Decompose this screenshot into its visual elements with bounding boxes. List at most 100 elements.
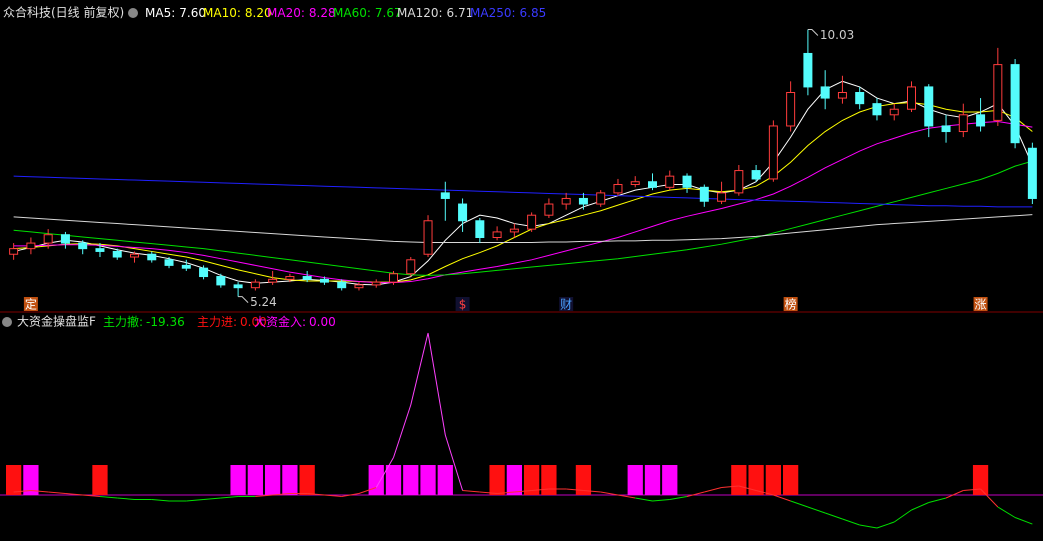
candle-body — [682, 175, 692, 188]
ma-line — [13, 175, 1033, 208]
event-label: 榜 — [785, 297, 797, 312]
event-badge — [973, 297, 988, 311]
candle-body — [561, 197, 571, 205]
legend-entry: 大资金入: 0.00 — [254, 314, 336, 329]
flow-line — [566, 488, 584, 491]
candle-body — [976, 114, 986, 127]
dropdown-icon[interactable] — [2, 317, 12, 327]
candle-body — [285, 276, 295, 280]
candle-body — [578, 197, 588, 205]
event-badge — [455, 297, 470, 311]
legend-entry: MA60: 7.67 — [333, 6, 402, 20]
flow-line — [911, 502, 929, 511]
flow-line — [462, 490, 480, 493]
flow-line — [82, 494, 101, 497]
signal-bar — [765, 465, 781, 495]
flow-line — [203, 497, 221, 500]
candle-body — [907, 86, 916, 110]
flow-line — [255, 494, 273, 497]
signal-bar — [437, 465, 453, 495]
annotation-leader — [238, 296, 249, 303]
ma-line — [13, 214, 1033, 244]
signal-bar — [489, 465, 505, 495]
flow-line — [738, 485, 757, 491]
legend-value: 7.67 — [375, 6, 402, 20]
flow-line — [825, 512, 843, 520]
legend-entry: 主力撤: -19.36 — [103, 314, 185, 329]
candle-body — [199, 267, 209, 278]
flow-line — [842, 518, 860, 526]
candle-body — [147, 253, 157, 261]
flow-line — [307, 493, 325, 496]
flow-line — [945, 490, 964, 499]
candle-body — [268, 278, 278, 283]
signal-bar — [783, 465, 799, 495]
signal-bar — [230, 465, 246, 495]
flow-line — [65, 493, 83, 496]
flow-line — [600, 491, 619, 496]
flow-line — [652, 499, 670, 502]
candle-body — [95, 248, 105, 252]
signal-bar — [662, 465, 678, 495]
legend-entry: 主力进: 0.00 — [197, 315, 267, 329]
event-badge — [783, 297, 798, 311]
flow-line — [479, 491, 498, 494]
flow-line — [755, 490, 774, 496]
flow-line — [928, 497, 947, 503]
flow-line — [807, 506, 826, 514]
flow-line — [30, 490, 49, 493]
signal-bar — [385, 465, 402, 495]
legend-name: MA5: — [145, 6, 175, 20]
chart-title: 众合科技(日线 前复权) — [3, 5, 124, 20]
flow-line — [635, 497, 653, 502]
indicator-title: 大资金操盘监F — [17, 314, 96, 329]
signal-bar — [644, 465, 661, 495]
flow-line — [358, 487, 377, 494]
legend-name: MA10: — [203, 6, 241, 20]
candle-body — [354, 284, 364, 289]
candle-body — [958, 114, 968, 133]
legend-name: MA60: — [333, 6, 371, 20]
flow-line — [48, 491, 66, 494]
candle-body — [60, 234, 70, 244]
candle-body — [130, 253, 139, 258]
candle-body — [389, 273, 398, 283]
candle-body — [924, 86, 934, 127]
candle-body — [544, 203, 554, 216]
ma-line — [13, 120, 1033, 284]
legend-name: MA20: — [267, 6, 305, 20]
flow-line — [531, 488, 549, 491]
event-badge — [559, 297, 574, 311]
signal-bar — [575, 465, 592, 495]
flow-line — [375, 457, 394, 488]
flow-line — [497, 491, 515, 494]
legend-value: 8.28 — [309, 6, 336, 20]
signal-bar — [265, 465, 281, 495]
candle-body — [803, 52, 813, 88]
legend-value: 6.71 — [447, 6, 474, 20]
flow-line — [876, 521, 895, 529]
flow-line — [427, 332, 446, 436]
signal-bar — [299, 465, 315, 495]
signal-bar — [541, 465, 557, 495]
dropdown-icon[interactable] — [128, 8, 138, 18]
ma-line — [13, 160, 1033, 276]
legend-name: 主力撤: — [103, 314, 143, 329]
candle-body — [43, 234, 53, 244]
candle-body — [509, 228, 519, 233]
legend-name: 大资金入: — [254, 314, 306, 329]
flow-line — [790, 500, 809, 508]
candle-body — [993, 64, 1003, 121]
candle-body — [423, 220, 433, 255]
flow-line — [893, 509, 912, 523]
event-label: $ — [459, 298, 467, 312]
candle-body — [475, 220, 485, 238]
signal-bar — [506, 465, 522, 495]
candle-body — [872, 103, 882, 116]
legend-name: MA250: — [470, 6, 516, 20]
legend-value: 7.60 — [179, 6, 206, 20]
candle-body — [337, 281, 347, 289]
flow-line — [997, 506, 1016, 518]
candle-body — [112, 250, 122, 258]
candle-body — [406, 259, 416, 275]
